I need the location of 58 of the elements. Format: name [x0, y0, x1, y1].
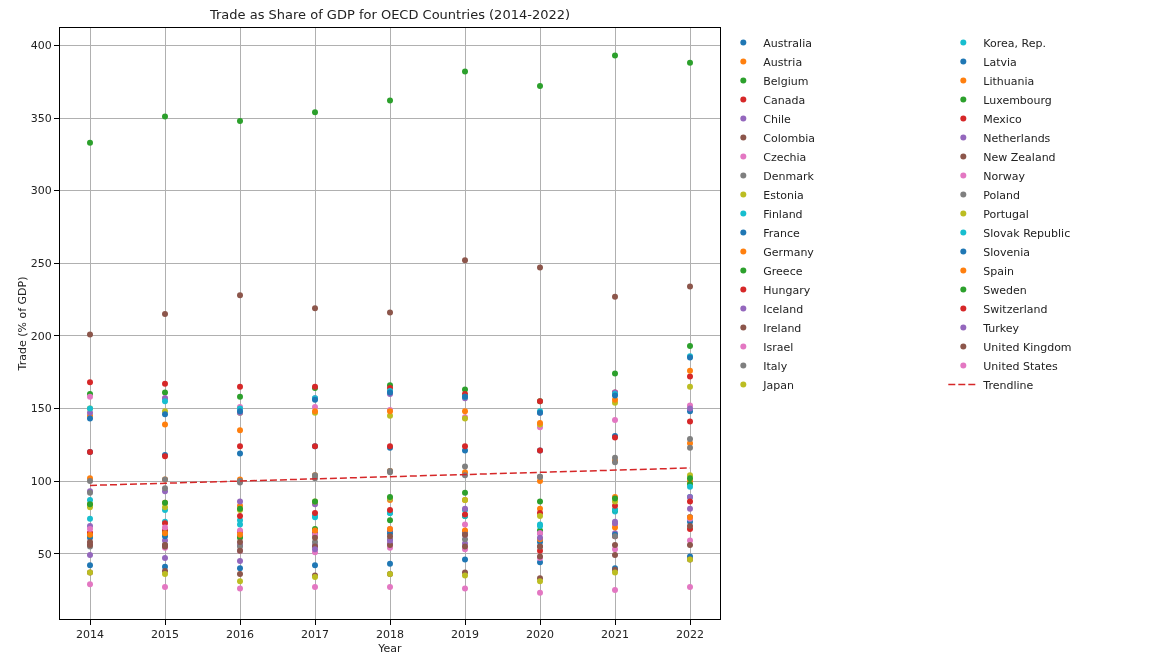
- x-tick-label: 2019: [451, 628, 479, 642]
- legend-label: Hungary: [763, 283, 811, 297]
- x-tick-label: 2015: [151, 628, 179, 642]
- legend-label: Greece: [763, 264, 803, 278]
- legend-label: United Kingdom: [983, 340, 1072, 354]
- x-tick-label: 2022: [676, 628, 704, 642]
- y-tick-label: 200: [30, 329, 52, 343]
- legend-label: Lithuania: [983, 74, 1035, 88]
- chart-title: Trade as Share of GDP for OECD Countries (2014-2022): [208, 7, 571, 23]
- legend-label: Finland: [763, 207, 803, 221]
- y-axis-title: Trade (% of GDP): [15, 276, 29, 372]
- legend-label: Germany: [763, 245, 815, 259]
- legend-label: Latvia: [983, 55, 1017, 69]
- legend-label: Switzerland: [983, 302, 1048, 316]
- legend-label: Chile: [763, 112, 792, 126]
- legend-label: Canada: [763, 93, 806, 107]
- legend-label: Turkey: [982, 321, 1020, 335]
- legend-label: Australia: [763, 36, 812, 50]
- legend-label: Poland: [983, 188, 1021, 202]
- legend-label: Japan: [762, 378, 795, 392]
- x-tick-label: 2016: [226, 628, 254, 642]
- legend-label: Netherlands: [983, 131, 1051, 145]
- legend-label: Luxembourg: [983, 93, 1052, 107]
- legend-label: Mexico: [983, 112, 1022, 126]
- legend-label: New Zealand: [983, 150, 1056, 164]
- y-tick-label: 300: [30, 184, 52, 198]
- legend-label: United States: [983, 359, 1059, 373]
- legend-label: Trendline: [982, 378, 1034, 392]
- legend-label: Sweden: [983, 283, 1027, 297]
- y-tick-label: 100: [30, 474, 52, 488]
- legend-label: Spain: [983, 264, 1015, 278]
- y-tick-label: 150: [30, 402, 52, 416]
- x-tick-label: 2018: [376, 628, 404, 642]
- legend-label: France: [763, 226, 801, 240]
- y-tick-label: 250: [30, 257, 52, 271]
- legend-label: Czechia: [763, 150, 807, 164]
- legend-label: Portugal: [983, 207, 1029, 221]
- legend-label: Denmark: [763, 169, 815, 183]
- legend-label: Belgium: [763, 74, 809, 88]
- legend-label: Ireland: [763, 321, 802, 335]
- legend-label: Slovenia: [983, 245, 1031, 259]
- x-tick-label: 2017: [301, 628, 329, 642]
- x-tick-label: 2014: [76, 628, 104, 642]
- legend-label: Italy: [763, 359, 788, 373]
- x-tick-label: 2020: [526, 628, 554, 642]
- legend-label: Colombia: [763, 131, 815, 145]
- y-tick-label: 400: [30, 39, 52, 53]
- x-axis-title: Year: [377, 642, 403, 656]
- y-tick-label: 350: [30, 111, 52, 125]
- legend-label: Estonia: [763, 188, 804, 202]
- legend-label: Norway: [983, 169, 1026, 183]
- x-tick-label: 2021: [601, 628, 629, 642]
- legend-label: Korea, Rep.: [983, 36, 1046, 50]
- legend-label: Slovak Republic: [983, 226, 1071, 240]
- y-tick-label: 50: [37, 547, 52, 561]
- legend-label: Austria: [763, 55, 803, 69]
- legend-label: Iceland: [763, 302, 804, 316]
- legend-label: Israel: [763, 340, 794, 354]
